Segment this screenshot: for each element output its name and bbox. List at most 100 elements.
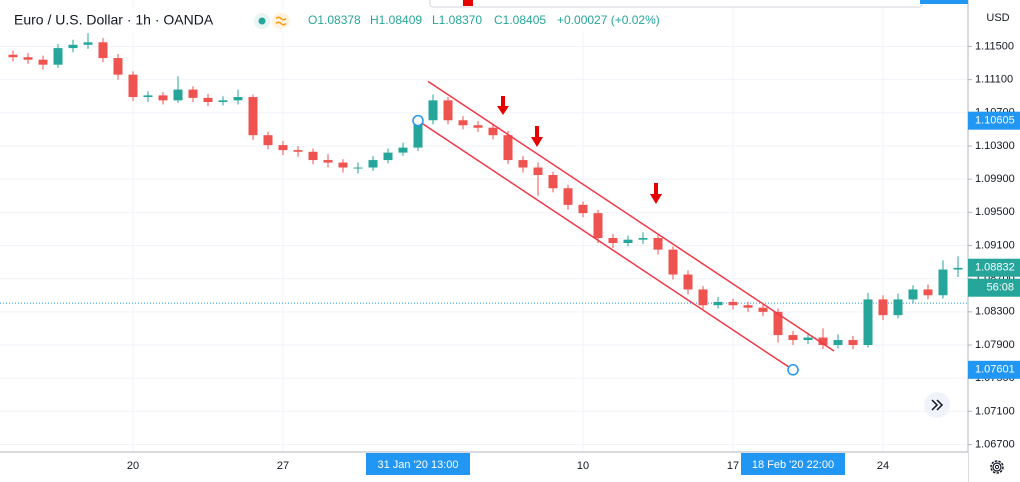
candle-body (338, 162, 348, 168)
candle-body (833, 340, 843, 346)
y-tick-label: 1.09100 (975, 239, 1015, 251)
symbol-title: Euro / U.S. Dollar · 1h · OANDA (14, 12, 214, 28)
candle-body (53, 48, 63, 65)
channel-anchor (787, 364, 799, 376)
gear-ring (992, 462, 1002, 472)
candle-body (503, 135, 513, 161)
candle-body (908, 289, 918, 300)
candle-body (233, 97, 243, 101)
candle-body (668, 249, 678, 275)
settings-button[interactable] (990, 460, 1004, 474)
y-tick-label: 1.11100 (975, 74, 1013, 86)
time-badge-label: 31 Jan '20 13:00 (377, 459, 458, 471)
time-badge-label: 18 Feb '20 22:00 (752, 459, 834, 471)
candle-body (578, 204, 588, 214)
candle-body (458, 120, 468, 126)
candle-body (608, 238, 618, 244)
time-badge (741, 453, 845, 475)
candle-body (593, 213, 603, 239)
currency-label: USD (986, 12, 1009, 24)
market-status-dot[interactable] (258, 17, 266, 25)
candle-body (278, 145, 288, 151)
y-tick-label: 1.08300 (975, 306, 1015, 318)
candle-body (203, 97, 213, 103)
candle-body (548, 174, 558, 189)
candle-body (368, 160, 378, 168)
candle-body (128, 74, 138, 98)
time-badge (366, 453, 470, 475)
y-tick-label: 1.07900 (975, 339, 1015, 351)
candle-body (893, 299, 903, 316)
candle-body (683, 274, 693, 290)
candle-body (323, 160, 333, 163)
candle-body (518, 160, 528, 168)
candle-body (83, 42, 93, 45)
candle-body (398, 147, 408, 153)
data-status-icon[interactable] (275, 16, 287, 26)
toolbar-popup (429, 0, 923, 8)
y-tick-label: 1.07100 (975, 405, 1015, 417)
candle-body (563, 188, 573, 205)
candle-body (473, 125, 483, 128)
arrow (531, 126, 543, 147)
candle-body (158, 95, 168, 101)
candle-body (743, 305, 753, 308)
candle-body (818, 337, 828, 346)
x-tick-label: 24 (877, 460, 889, 472)
countdown-badge (968, 278, 1020, 297)
channel-line (417, 120, 794, 371)
candle-body (923, 289, 933, 296)
candle-body (293, 150, 303, 152)
y-tick-label: 1.09500 (975, 206, 1015, 218)
x-tick-label: 17 (727, 460, 739, 472)
x-tick-label: 20 (127, 460, 139, 472)
candle-body (788, 335, 798, 341)
price-area (0, 33, 968, 350)
candle-body (728, 301, 738, 306)
candle-body (773, 311, 783, 336)
ohlc-high: H1.08409 (370, 13, 422, 27)
price-badge (968, 360, 1020, 379)
ohlc-open: O1.08378 (308, 13, 361, 27)
candle-body (623, 239, 633, 244)
candle-body (848, 340, 858, 346)
candle-body (23, 57, 33, 60)
candle-body (98, 42, 108, 59)
candle-body (938, 269, 948, 296)
ohlc-low: L1.08370 (432, 13, 482, 27)
grid (0, 0, 968, 452)
arrow (497, 96, 509, 115)
candle-body (263, 135, 273, 146)
candle-body (653, 238, 663, 250)
candle-body (413, 120, 423, 148)
x-tick-label: 27 (277, 460, 289, 472)
candle-body (173, 89, 183, 101)
candle-body (308, 151, 318, 161)
candle-body (113, 58, 123, 75)
candle-body (143, 95, 153, 98)
price-axis-labels: 1.067001.071001.075001.079001.083001.087… (968, 40, 1020, 450)
candle-body (443, 100, 453, 121)
candle-body (758, 307, 768, 312)
candle-body (713, 301, 723, 306)
candle-body (353, 167, 363, 169)
candle-body (953, 267, 963, 270)
time-axis-labels: 20 27 10 17 24 31 Jan '20 13:00 18 Feb '20 22:… (127, 453, 889, 475)
candle-body (488, 127, 498, 136)
candle-body (863, 299, 873, 346)
channel-anchor (412, 114, 424, 127)
toolbar-accent (920, 0, 968, 4)
candle-body (428, 100, 438, 121)
toolbar-color[interactable] (463, 0, 473, 6)
candle-body (8, 54, 18, 58)
candle-body (698, 289, 708, 306)
drawings (412, 80, 835, 376)
data-status-bg (272, 13, 290, 29)
price-badge-label: 1.10605 (975, 115, 1015, 127)
last-price-label: 1.08832 (975, 262, 1015, 274)
ohlc-close: C1.08405 (494, 13, 546, 27)
candle-body (38, 59, 48, 65)
price-axis (968, 0, 1020, 482)
